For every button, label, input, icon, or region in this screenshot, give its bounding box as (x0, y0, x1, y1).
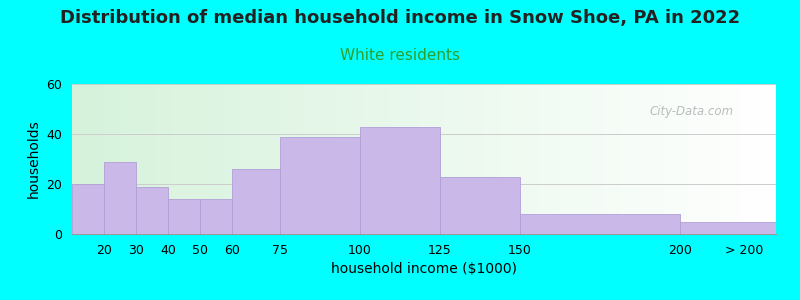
Text: Distribution of median household income in Snow Shoe, PA in 2022: Distribution of median household income … (60, 9, 740, 27)
Bar (360, 127, 440, 234)
Bar (200, 199, 232, 234)
Bar (520, 214, 680, 234)
Bar (280, 136, 360, 234)
Bar (72, 184, 104, 234)
Bar (168, 199, 200, 234)
Bar (136, 187, 168, 234)
X-axis label: household income ($1000): household income ($1000) (331, 262, 517, 276)
Bar (440, 176, 520, 234)
Bar (104, 161, 136, 234)
Text: City-Data.com: City-Data.com (650, 104, 734, 118)
Text: White residents: White residents (340, 48, 460, 63)
Y-axis label: households: households (27, 120, 41, 198)
Bar (232, 169, 280, 234)
Bar (680, 221, 776, 234)
